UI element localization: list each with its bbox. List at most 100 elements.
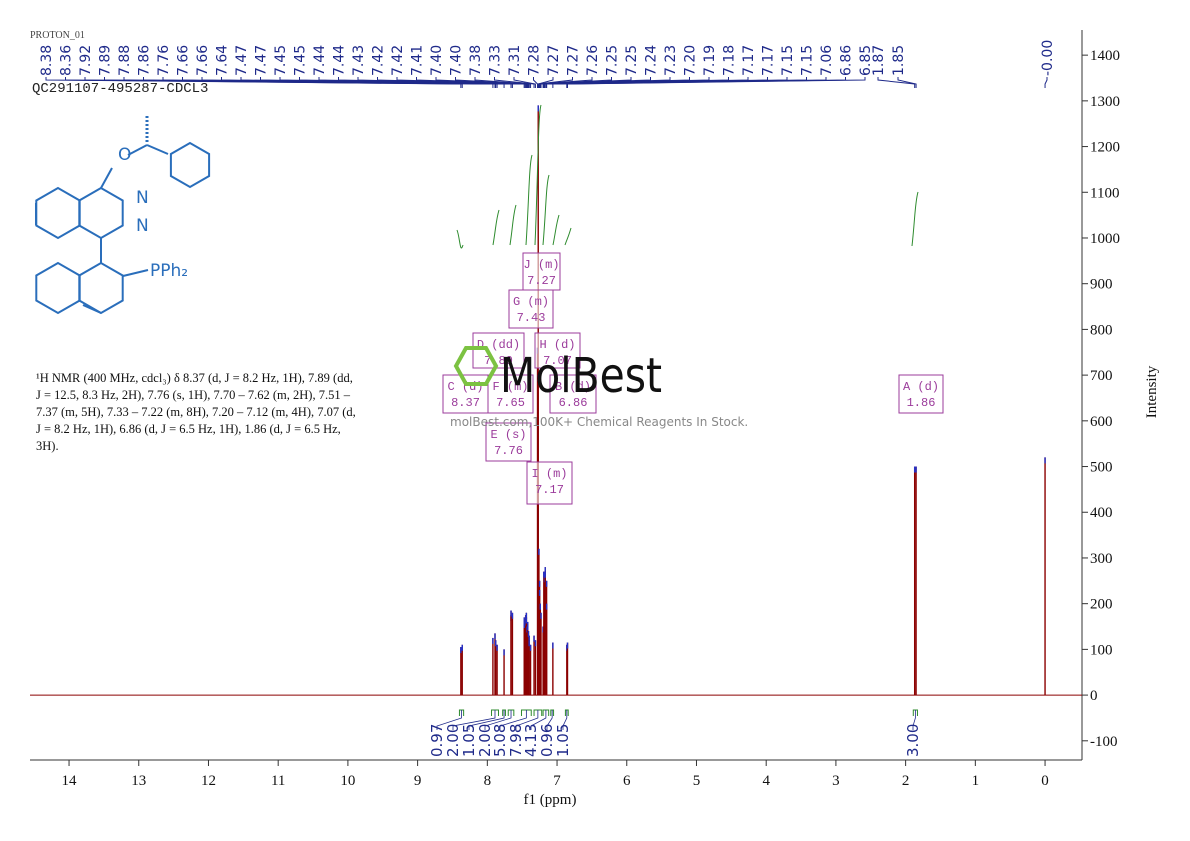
- multiplet-box: [526, 461, 573, 505]
- integral-curve: [552, 214, 560, 246]
- peak-leader: [455, 77, 530, 88]
- y-tick-label: 0: [1090, 688, 1098, 704]
- y-tick-label: 1100: [1090, 185, 1119, 201]
- peak-label: 7.24: [644, 45, 660, 76]
- y-tick-label: 1400: [1090, 48, 1120, 64]
- x-tick-label: 8: [484, 773, 492, 789]
- atom-label: O: [118, 145, 131, 165]
- y-tick-label: -100: [1090, 734, 1118, 750]
- peak-leader: [897, 77, 917, 88]
- y-tick-label: 100: [1090, 642, 1113, 658]
- description-line: 3H).: [36, 439, 59, 453]
- x-tick-label: 4: [762, 773, 770, 789]
- bond: [127, 144, 148, 156]
- peak-label: 7.19: [702, 45, 718, 76]
- x-tick-label: 0: [1041, 773, 1049, 789]
- multiplet-name: I (m): [531, 467, 567, 481]
- multiplet-shift: 7.07: [543, 354, 572, 368]
- integral-label: 7.98: [507, 724, 525, 757]
- x-tick-label: 2: [902, 773, 910, 789]
- peak-label: 7.33: [488, 45, 504, 76]
- peak-leader: [513, 77, 536, 88]
- peak-label: 7.28: [527, 45, 543, 76]
- peak-label: 7.42: [390, 45, 406, 76]
- peak-leader: [537, 77, 573, 88]
- x-tick-label: 1: [972, 773, 980, 789]
- multiplet-name: G (m): [513, 295, 549, 309]
- multiplet-name: E (s): [490, 428, 526, 442]
- peak-label: 8.38: [39, 45, 55, 76]
- integral-curve: [456, 229, 464, 249]
- y-tick-label: 600: [1090, 414, 1113, 430]
- description-line: J = 12.5, 8.3 Hz, 2H), 7.76 (s, 1H), 7.7…: [36, 388, 351, 402]
- peak-label: 7.25: [605, 45, 621, 76]
- peak-label: 7.40: [429, 45, 445, 76]
- multiplet-shift: 7.43: [517, 311, 546, 325]
- x-tick-label: 6: [623, 773, 631, 789]
- integral-label: 1.05: [460, 724, 478, 757]
- integral-label: 3.00: [904, 724, 922, 757]
- peak-label: 7.40: [449, 45, 465, 76]
- multiplet-name: J (m): [523, 258, 559, 272]
- y-tick-label: 300: [1090, 551, 1113, 567]
- peak-label: 7.88: [117, 45, 133, 76]
- peak-label: 7.44: [312, 45, 328, 76]
- multiplet-box: [508, 289, 554, 329]
- x-tick-label: 11: [271, 773, 285, 789]
- multiplet-box: [487, 374, 534, 414]
- peak-label: 7.76: [156, 45, 172, 76]
- y-tick-label: 1000: [1090, 231, 1120, 247]
- description-line: 7.37 (m, 5H), 7.33 – 7.22 (m, 8H), 7.20 …: [36, 405, 356, 419]
- x-tick-label: 5: [693, 773, 701, 789]
- x-tick-label: 14: [62, 773, 78, 789]
- integral-label: 1.05: [554, 724, 572, 757]
- peak-label: 7.38: [468, 45, 484, 76]
- peak-label: 7.27: [566, 45, 582, 76]
- peak-label: 7.15: [800, 45, 816, 76]
- multiplet-shift: 7.65: [496, 396, 525, 410]
- peak-label: 1.87: [871, 45, 887, 76]
- atom-label: N: [136, 216, 149, 236]
- multiplet-shift: 1.86: [907, 396, 936, 410]
- peak-label: 7.86: [137, 45, 153, 76]
- peak-label: 7.64: [215, 45, 231, 76]
- integral-leader: [530, 710, 547, 730]
- x-tick-label: 9: [414, 773, 422, 789]
- peak-leader: [1044, 77, 1048, 88]
- integral-leader: [912, 710, 916, 730]
- integral-leader: [468, 710, 505, 730]
- watermark-logo: MolBest: [500, 348, 662, 404]
- peak-label: 7.20: [683, 45, 699, 76]
- y-tick-label: 200: [1090, 597, 1113, 613]
- peak-leader: [474, 77, 532, 88]
- x-tick-label: 13: [131, 773, 146, 789]
- atom-label: PPh₂: [150, 261, 188, 281]
- integral-curve: [911, 191, 919, 247]
- integral-label: 2.00: [476, 724, 494, 757]
- peak-leader: [494, 77, 535, 88]
- peak-leader: [877, 77, 916, 88]
- multiplet-shift: 6.86: [559, 396, 588, 410]
- peak-label: 7.42: [371, 45, 387, 76]
- x-tick-label: 12: [201, 773, 216, 789]
- integral-leader: [546, 710, 553, 730]
- y-tick-label: 1200: [1090, 140, 1120, 156]
- multiplet-box: [534, 332, 581, 369]
- multiplet-box: [472, 332, 525, 369]
- x-axis-label: f1 (ppm): [524, 792, 577, 808]
- multiplet-name: B (d): [555, 380, 591, 394]
- bond: [100, 167, 113, 189]
- peak-label: 7.66: [176, 45, 192, 76]
- peak-label: 7.18: [722, 45, 738, 76]
- atom-label: N: [136, 188, 149, 208]
- peak-label: 6.86: [839, 45, 855, 76]
- multiplet-shift: 7.76: [494, 444, 523, 458]
- y-tick-label: 400: [1090, 505, 1113, 521]
- watermark-tagline: molBest.com,100K+ Chemical Reagents In S…: [450, 415, 748, 429]
- description-line: ¹H NMR (400 MHz, cdcl₃) δ 8.37 (d, J = 8…: [36, 371, 353, 385]
- peak-label: 7.92: [78, 45, 94, 76]
- integral-label: 5.08: [491, 724, 509, 757]
- y-tick-label: 500: [1090, 460, 1113, 476]
- integral-leader: [484, 710, 512, 730]
